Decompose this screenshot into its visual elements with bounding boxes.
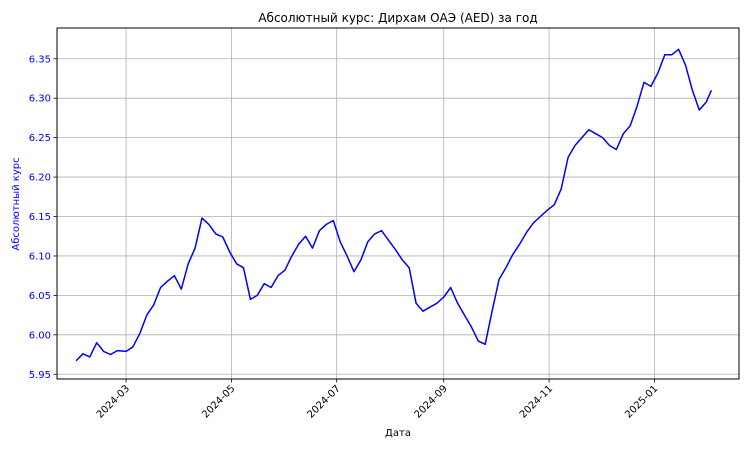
y-tick-label: 6.30 — [29, 94, 51, 105]
y-tick-label: 6.05 — [29, 291, 51, 302]
y-tick-label: 5.95 — [29, 370, 51, 381]
series-layer — [75, 48, 713, 362]
y-tick-label: 6.35 — [29, 54, 51, 65]
y-tick-label: 6.15 — [29, 212, 51, 223]
x-tick-label: 2024-11 — [518, 383, 555, 420]
series-line — [75, 48, 713, 362]
y-axis-label: Абсолютный курс — [11, 157, 22, 250]
x-axis: 2024-03 2024-05 2024-07 2024-09 2024-11 2025-… — [95, 379, 661, 421]
plot-area — [56, 27, 740, 380]
y-tick-label: 6.25 — [29, 133, 51, 144]
x-tick-label: 2025-01 — [623, 383, 660, 420]
chart-title: Абсолютный курс: Дирхам ОАЭ (AED) за год — [258, 11, 537, 25]
grid — [57, 28, 739, 379]
x-tick-label: 2024-03 — [95, 383, 132, 420]
y-tick-label: 6.00 — [29, 330, 51, 341]
x-axis-label: Дата — [385, 428, 411, 439]
x-tick-label: 2024-05 — [200, 383, 237, 420]
x-tick-label: 2024-07 — [305, 383, 342, 420]
y-tick-label: 6.20 — [29, 173, 51, 184]
x-tick-label: 2024-09 — [413, 383, 450, 420]
y-tick-label: 6.10 — [29, 251, 51, 262]
y-axis: 5.95 6.00 6.05 6.10 6.15 6.20 6.25 6.30 6.35 — [29, 54, 57, 381]
